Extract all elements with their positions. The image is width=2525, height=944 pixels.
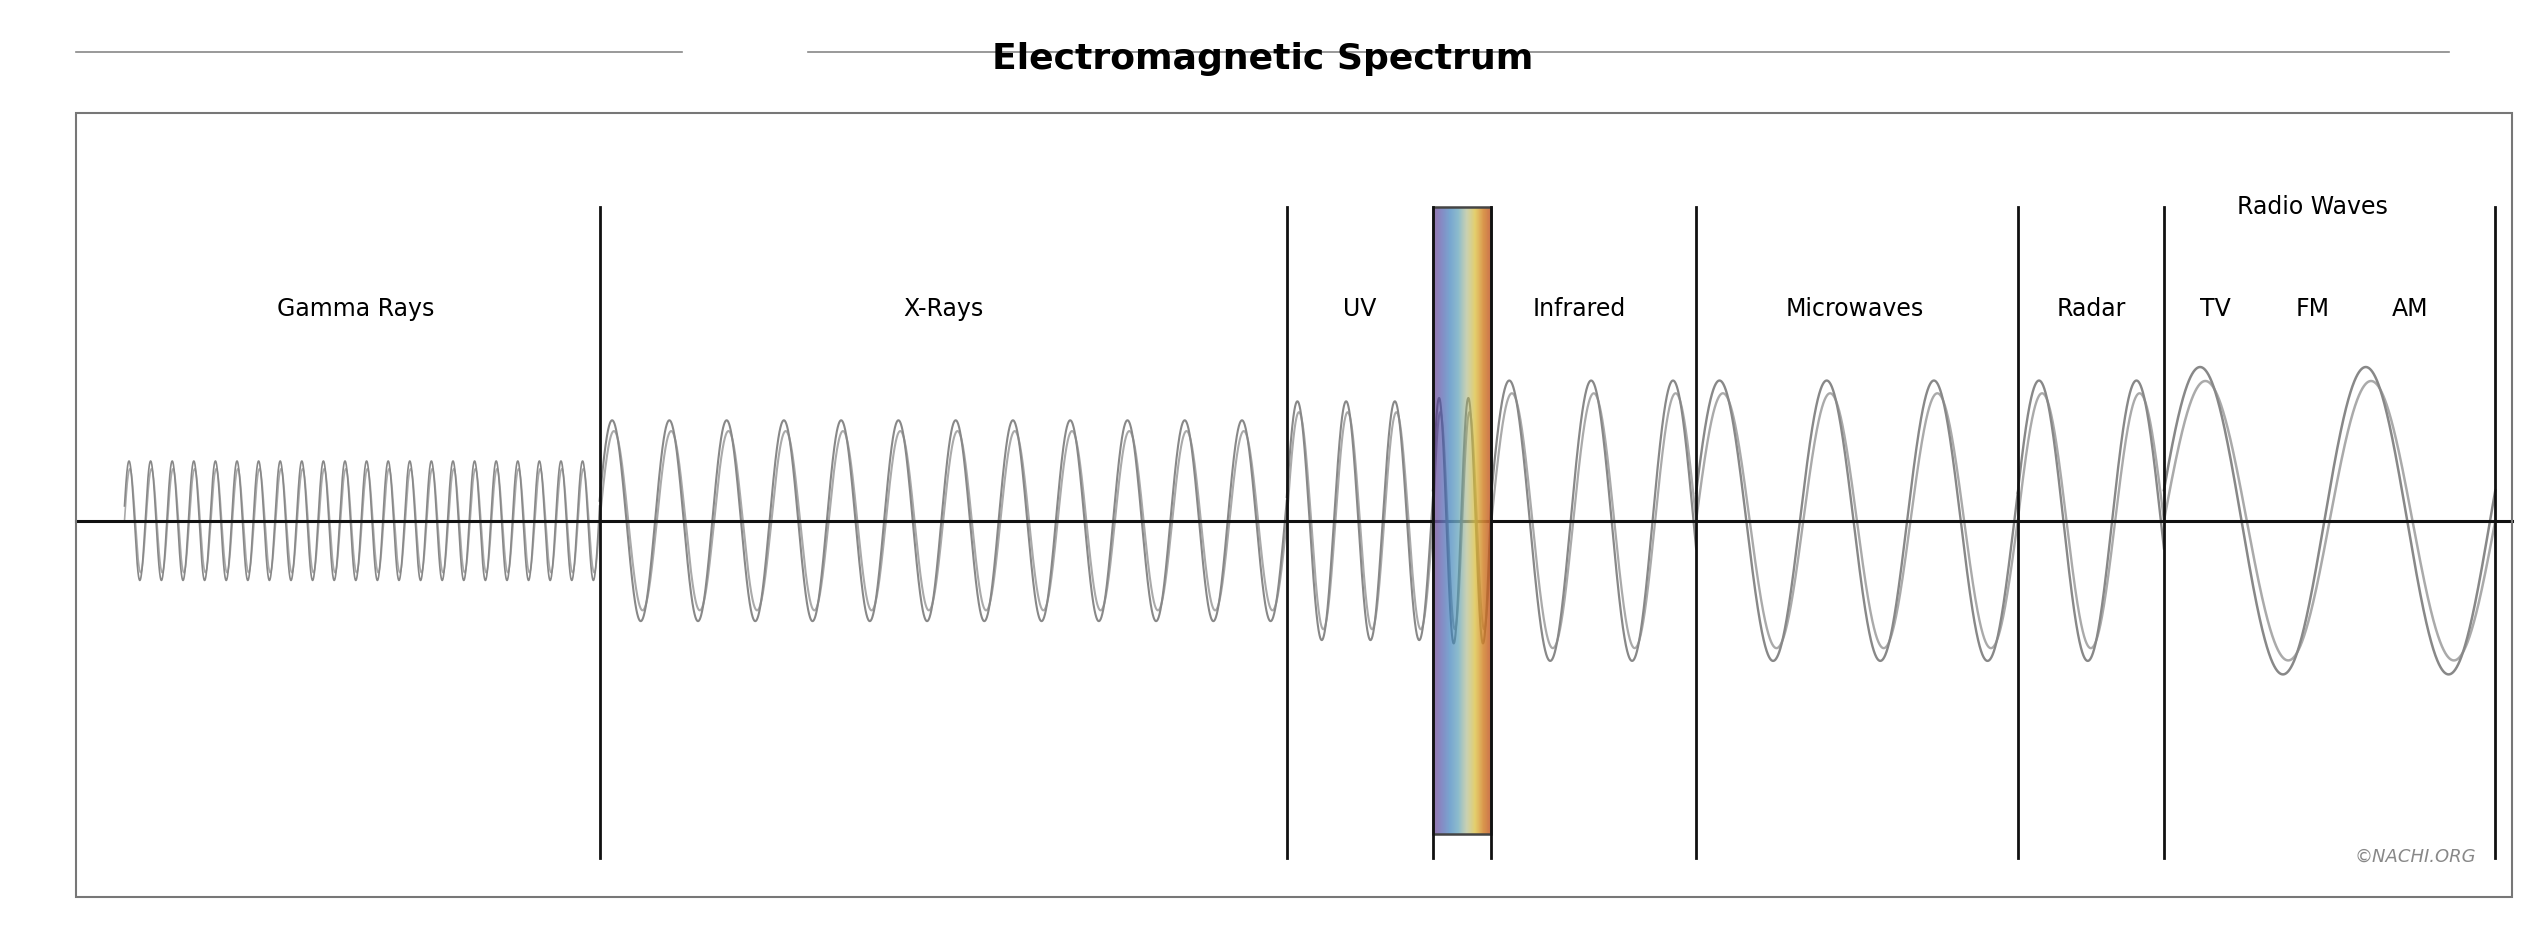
Text: Radio Waves: Radio Waves [2237,195,2389,219]
Bar [1434,208,1492,834]
Text: X-Rays: X-Rays [904,297,982,321]
Bar [76,113,2512,897]
Text: Microwaves: Microwaves [1785,297,1924,321]
Text: Electromagnetic Spectrum: Electromagnetic Spectrum [992,42,1533,76]
Text: UV: UV [1343,297,1376,321]
Text: TV: TV [2199,297,2230,321]
Text: Radar: Radar [2055,297,2126,321]
Text: ©NACHI.ORG: ©NACHI.ORG [2353,848,2477,866]
Text: Gamma Rays: Gamma Rays [278,297,434,321]
Text: FM: FM [2295,297,2331,321]
Text: Infrared: Infrared [1533,297,1626,321]
Text: AM: AM [2391,297,2429,321]
